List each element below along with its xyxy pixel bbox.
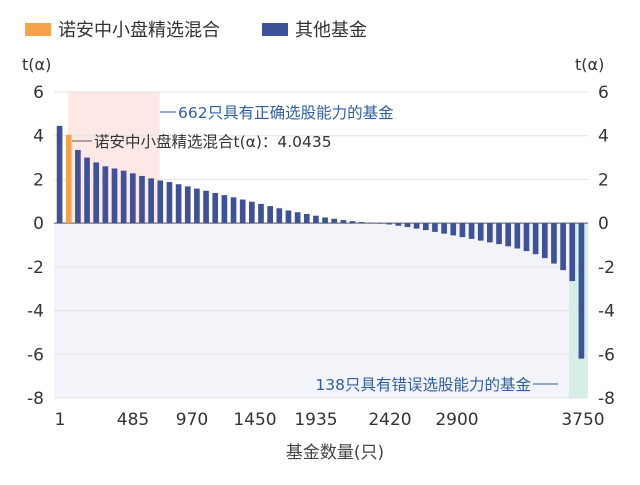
y-tick-label-left: 2 bbox=[33, 170, 44, 190]
bar bbox=[532, 223, 539, 255]
bar bbox=[322, 217, 328, 224]
y-tick-label-left: -8 bbox=[27, 389, 44, 409]
bar bbox=[459, 223, 466, 238]
x-tick-label: 1 bbox=[55, 410, 66, 430]
bar bbox=[84, 157, 90, 224]
y-tick-label-right: 6 bbox=[598, 83, 609, 103]
legend-label-others: 其他基金 bbox=[295, 20, 367, 41]
legend-swatch-others bbox=[262, 23, 288, 36]
annotation-negative-skill: 138只具有错误选股能力的基金 bbox=[315, 376, 531, 394]
y-tick-label-left: -2 bbox=[27, 258, 44, 278]
bar bbox=[422, 223, 429, 231]
legend-swatch-highlight bbox=[25, 23, 51, 36]
bar bbox=[331, 218, 338, 224]
y-tick-label-left: 4 bbox=[33, 127, 44, 147]
bar-highlight bbox=[65, 134, 72, 224]
bar bbox=[212, 192, 219, 224]
bar bbox=[303, 213, 310, 224]
bar bbox=[514, 223, 521, 249]
x-tick-label: 2900 bbox=[435, 410, 478, 430]
bar bbox=[395, 223, 402, 226]
annotation-highlight-fund: 诺安中小盘精选混合t(α)：4.0435 bbox=[94, 132, 332, 151]
bars bbox=[56, 125, 585, 359]
bar bbox=[340, 220, 347, 224]
bar bbox=[184, 186, 191, 224]
y-tick-label-right: -2 bbox=[598, 258, 615, 278]
bar bbox=[148, 178, 154, 224]
bar bbox=[413, 223, 420, 229]
bar bbox=[560, 223, 566, 271]
bar bbox=[541, 223, 548, 259]
bar bbox=[203, 190, 209, 224]
y-tick-label-right: -8 bbox=[598, 389, 615, 409]
bar bbox=[404, 223, 411, 228]
bar bbox=[139, 175, 145, 224]
bar bbox=[496, 223, 502, 245]
bar bbox=[349, 221, 356, 224]
y-tick-label-right: 4 bbox=[598, 127, 609, 147]
bar bbox=[120, 170, 127, 224]
y-tick-label-right: -4 bbox=[598, 302, 615, 322]
bar bbox=[157, 180, 164, 224]
y-tick-label-right: 0 bbox=[598, 214, 609, 234]
bar bbox=[505, 223, 512, 247]
bar bbox=[102, 166, 109, 224]
bar bbox=[175, 184, 182, 224]
bar bbox=[221, 195, 228, 224]
bar bbox=[166, 182, 173, 224]
bar bbox=[432, 223, 438, 232]
bar bbox=[578, 223, 585, 359]
bar bbox=[267, 206, 273, 224]
bar bbox=[230, 197, 237, 224]
bar bbox=[523, 223, 530, 252]
bar bbox=[468, 223, 475, 239]
x-tick-label: 1935 bbox=[294, 410, 337, 430]
bar bbox=[75, 149, 81, 224]
bar bbox=[93, 162, 100, 224]
bar bbox=[313, 215, 319, 224]
bar bbox=[258, 203, 264, 224]
y-axis-unit-left: t(α) bbox=[22, 55, 51, 74]
x-tick-labels: 1 485 970 1450 1935 2420 2900 3750 bbox=[55, 410, 605, 430]
bar bbox=[386, 223, 393, 225]
bar bbox=[285, 210, 292, 224]
bar bbox=[239, 199, 246, 224]
y-tick-labels: 6 6 4 4 2 2 0 0 -2 -2 -4 -4 -6 -6 -8 -8 bbox=[27, 83, 615, 409]
x-tick-label: 2420 bbox=[368, 410, 411, 430]
x-axis-label: 基金数量(只) bbox=[286, 443, 384, 463]
bar bbox=[441, 223, 447, 234]
bar bbox=[294, 212, 301, 224]
y-tick-label-left: 0 bbox=[33, 214, 44, 234]
bar bbox=[129, 173, 136, 224]
legend: 诺安中小盘精选混合 其他基金 bbox=[25, 20, 367, 41]
bar bbox=[487, 223, 493, 243]
x-tick-label: 1450 bbox=[233, 410, 276, 430]
bar bbox=[551, 223, 557, 264]
x-tick-label: 970 bbox=[176, 410, 208, 430]
bar bbox=[248, 201, 255, 224]
annotation-positive-skill: 662只具有正确选股能力的基金 bbox=[178, 104, 394, 122]
bar bbox=[477, 223, 484, 241]
legend-label-highlight: 诺安中小盘精选混合 bbox=[58, 20, 220, 41]
bar bbox=[569, 223, 576, 282]
bar bbox=[276, 208, 283, 224]
bar bbox=[358, 222, 365, 224]
y-tick-label-right: -6 bbox=[598, 345, 615, 365]
y-tick-label-left: -6 bbox=[27, 345, 44, 365]
x-tick-label: 3750 bbox=[561, 410, 604, 430]
y-tick-label-left: 6 bbox=[33, 83, 44, 103]
y-tick-label-left: -4 bbox=[27, 302, 44, 322]
annotations: 662只具有正确选股能力的基金 诺安中小盘精选混合t(α)：4.0435 138… bbox=[72, 104, 558, 394]
bar bbox=[450, 223, 457, 236]
x-tick-label: 485 bbox=[117, 410, 149, 430]
bar bbox=[194, 188, 200, 224]
bar bbox=[56, 125, 63, 224]
y-axis-unit-right: t(α) bbox=[575, 55, 604, 74]
y-tick-label-right: 2 bbox=[598, 170, 609, 190]
bar bbox=[111, 168, 118, 224]
